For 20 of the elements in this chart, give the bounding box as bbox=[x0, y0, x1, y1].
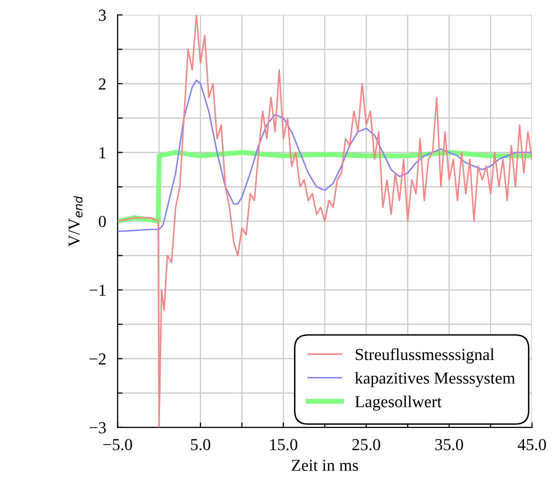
x-tick-label: 45.0 bbox=[518, 439, 546, 450]
y-tick-label: −1 bbox=[90, 284, 106, 296]
y-tick-label: −2 bbox=[90, 353, 106, 364]
x-tick-label: 25.0 bbox=[352, 439, 380, 450]
x-tick-label: 15.0 bbox=[270, 439, 298, 450]
x-tick-label: 5.0 bbox=[191, 439, 210, 450]
legend-label: Lagesollwert bbox=[355, 396, 442, 411]
x-tick-label: 35.0 bbox=[435, 439, 464, 450]
y-tick-label: 1 bbox=[100, 147, 106, 158]
y-axis-title: V/V$_{end}$ bbox=[68, 196, 83, 247]
legend-label: kapazitives Messsystem bbox=[355, 372, 516, 388]
y-tick-label: 2 bbox=[98, 78, 106, 90]
x-tick-label: −5.0 bbox=[103, 439, 132, 450]
x-axis-title: Zeit in ms bbox=[292, 460, 358, 471]
line-series bbox=[118, 80, 532, 232]
y-tick-label: 3 bbox=[98, 10, 106, 21]
legend-label: Streuflussmesssignal bbox=[356, 348, 494, 364]
y-tick-label: 0 bbox=[98, 216, 106, 228]
line-series bbox=[118, 14, 532, 428]
y-tick-label: −3 bbox=[90, 422, 106, 434]
